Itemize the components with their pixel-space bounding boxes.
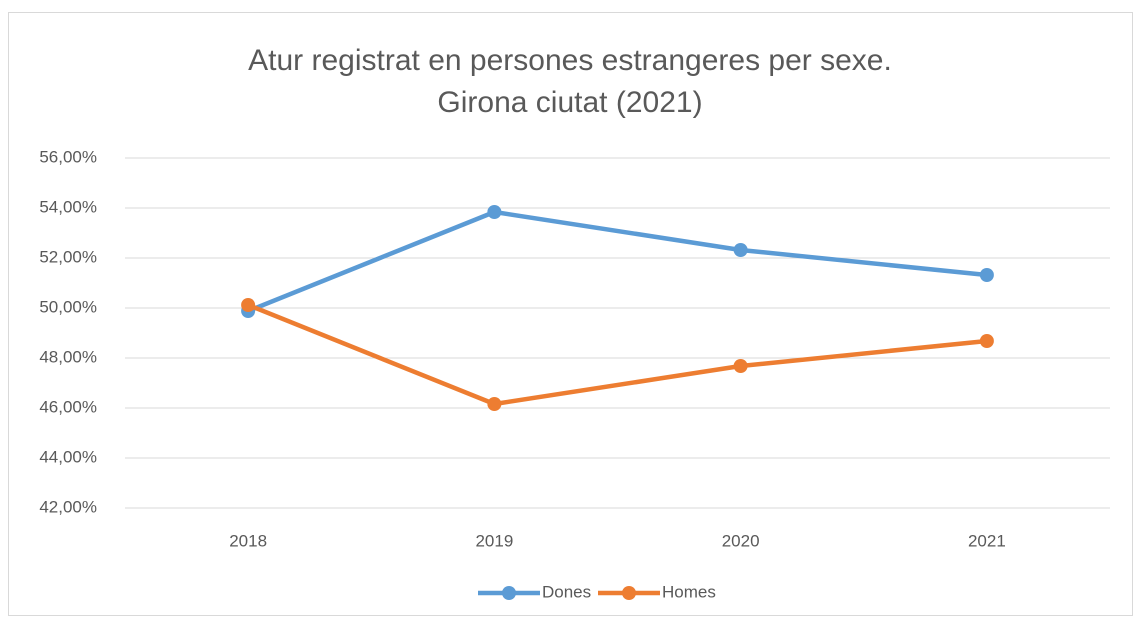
x-tick-label: 2019 — [475, 531, 513, 550]
y-tick-label: 48,00% — [39, 347, 97, 366]
data-point — [979, 334, 994, 348]
legend-label: Dones — [542, 582, 591, 601]
data-point — [487, 205, 502, 219]
data-point — [241, 298, 256, 312]
legend-marker — [502, 586, 516, 600]
y-tick-label: 54,00% — [39, 197, 97, 216]
legend-label: Homes — [662, 582, 716, 601]
data-point — [733, 243, 748, 257]
data-point — [733, 359, 748, 373]
series-line — [247, 209, 988, 314]
y-tick-label: 56,00% — [39, 147, 97, 166]
y-tick-label: 46,00% — [39, 397, 97, 416]
chart-frame — [8, 12, 1133, 616]
y-tick-label: 42,00% — [39, 497, 97, 516]
chart-title: Atur registrat en persones estrangeres p… — [248, 44, 892, 119]
y-tick-label: 44,00% — [39, 447, 97, 466]
x-tick-label: 2021 — [968, 531, 1006, 550]
series-line — [247, 302, 988, 407]
x-tick-label: 2018 — [229, 531, 267, 550]
y-tick-label: 52,00% — [39, 247, 97, 266]
y-tick-label: 50,00% — [39, 297, 97, 316]
data-point — [487, 397, 502, 411]
data-point — [979, 268, 994, 282]
x-tick-label: 2020 — [722, 531, 760, 550]
legend-marker — [622, 586, 636, 600]
